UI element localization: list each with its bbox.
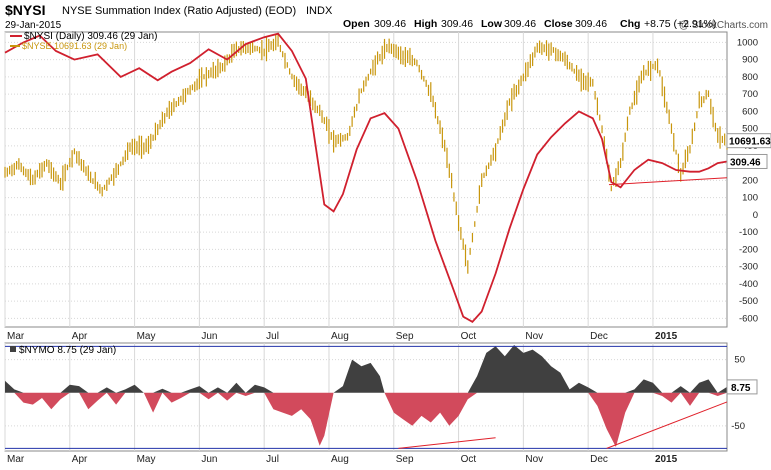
x-tick-label: May	[137, 331, 156, 342]
y-tick-label: -100	[739, 227, 758, 238]
y-tick-label: 0	[753, 210, 758, 221]
main-y-axis: -600-500-400-300-200-1000100200300400500…	[737, 37, 758, 324]
value-label-box	[726, 153, 768, 169]
chart-title: NYSE Summation Index (Ratio Adjusted) (E…	[62, 5, 296, 17]
y-tick-label: 900	[742, 55, 758, 66]
exchange-label: INDX	[306, 5, 333, 17]
open-label: Open	[343, 18, 370, 30]
y-tick-label: 800	[742, 72, 758, 83]
x-tick-label: Oct	[461, 331, 477, 342]
x-tick-label: Apr	[72, 331, 88, 342]
x-tick-label: Nov	[525, 454, 543, 465]
oscillator-trendline	[606, 401, 728, 449]
legend-nymo-label: $NYMO 8.75 (29 Jan)	[19, 345, 116, 356]
x-tick-label: Jul	[266, 331, 279, 342]
main-x-axis: Mar Apr May Jun Jul Aug Sep Oct Nov Dec 2015	[7, 331, 678, 342]
x-tick-label: Jun	[201, 454, 217, 465]
oscillator-legend: $NYMO 8.75 (29 Jan)	[10, 345, 116, 356]
close-label: Close	[544, 18, 573, 30]
y-tick-label: -300	[739, 262, 758, 273]
oscillator-value-label-box	[726, 379, 758, 395]
x-tick-label: May	[137, 454, 156, 465]
high-value: 309.46	[441, 18, 473, 30]
chg-label: Chg	[620, 18, 640, 30]
x-tick-label: Mar	[7, 454, 25, 465]
main-grid	[4, 32, 727, 327]
low-value: 309.46	[504, 18, 536, 30]
x-tick-label: Sep	[396, 454, 414, 465]
x-tick-label: Mar	[7, 331, 25, 342]
oscillator-trendline	[398, 437, 496, 449]
x-tick-label: Aug	[331, 331, 349, 342]
y-tick-label: 200	[742, 175, 758, 186]
legend-nymo-swatch	[10, 346, 16, 352]
y-tick-label: -50	[731, 421, 745, 432]
y-tick-label: 1000	[737, 37, 758, 48]
x-tick-label: Dec	[590, 331, 608, 342]
y-tick-label: 50	[734, 355, 745, 366]
nysi-line	[4, 32, 728, 323]
main-legend: $NYSI (Daily) 309.46 (29 Jan) $NYSE 1069…	[10, 31, 157, 51]
open-value: 309.46	[374, 18, 406, 30]
nymo-negative-area	[5, 392, 727, 447]
quote-summary: Open 309.46 High 309.46 Low 309.46 Close…	[343, 18, 716, 30]
chg-value: +8.75 (+2.91%)	[644, 18, 716, 30]
oscillator-x-axis: Mar Apr May Jun Jul Aug Sep Oct Nov Dec 2015	[7, 454, 678, 465]
y-tick-label: 500	[742, 124, 758, 135]
symbol-title: $NYSI	[5, 2, 45, 18]
low-label: Low	[481, 18, 503, 30]
legend-nyse-label: $NYSE 10691.63 (29 Jan)	[22, 41, 127, 51]
oscillator-y-axis: -50 50	[731, 355, 745, 432]
x-tick-label: Apr	[72, 454, 88, 465]
y-tick-label: 600	[742, 106, 758, 117]
main-trendline	[608, 177, 728, 186]
close-value: 309.46	[575, 18, 607, 30]
high-label: High	[414, 18, 437, 30]
watermark: @ StockCharts.com	[679, 20, 768, 31]
y-tick-label: 100	[742, 193, 758, 204]
date-label: 29-Jan-2015	[5, 20, 62, 31]
x-tick-label: Nov	[525, 331, 543, 342]
y-tick-label: -200	[739, 244, 758, 255]
y-tick-label: -500	[739, 296, 758, 307]
x-tick-label: Aug	[331, 454, 349, 465]
x-tick-label: Dec	[590, 454, 608, 465]
x-tick-label: Sep	[396, 331, 414, 342]
x-tick-label: 2015	[655, 454, 678, 465]
oscillator-trendlines	[398, 401, 728, 449]
value-label: 309.46	[730, 157, 761, 168]
nyse-price-bars	[4, 33, 728, 274]
price-label: 10691.63	[729, 137, 771, 148]
nymo-positive-area	[5, 345, 727, 393]
x-tick-label: Jun	[201, 331, 217, 342]
y-tick-label: -400	[739, 279, 758, 290]
x-tick-label: Jul	[266, 454, 279, 465]
legend-nysi-label: $NYSI (Daily) 309.46 (29 Jan)	[24, 31, 157, 42]
main-value-labels: 10691.63 309.46	[726, 133, 771, 169]
x-tick-label: 2015	[655, 331, 678, 342]
price-label-box	[726, 133, 771, 149]
y-tick-label: -600	[739, 313, 758, 324]
x-tick-label: Oct	[461, 454, 477, 465]
y-tick-label: 700	[742, 89, 758, 100]
oscillator-value-label: 8.75	[731, 383, 751, 394]
